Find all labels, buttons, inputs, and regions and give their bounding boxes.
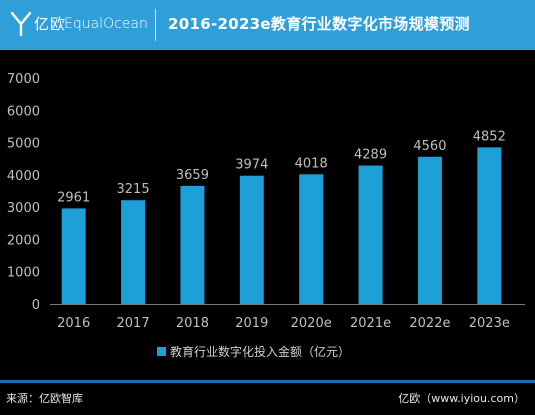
page-title: 2016-2023e教育行业数字化市场规模预测 bbox=[168, 15, 470, 33]
bar bbox=[417, 156, 442, 304]
legend-swatch bbox=[157, 347, 166, 356]
footer-site: 亿欧（www.iyiou.com） bbox=[398, 392, 525, 405]
bar-value-label: 3659 bbox=[176, 168, 209, 183]
y-axis-ticks: 0 1000 2000 3000 4000 5000 6000 7000 bbox=[7, 72, 40, 313]
header-bar: 亿欧 EqualOcean 2016-2023e教育行业数字化市场规模预测 bbox=[0, 0, 535, 50]
x-tick-label: 2023e bbox=[469, 316, 510, 331]
bar bbox=[299, 174, 324, 304]
legend-label: 教育行业数字化投入金额（亿元） bbox=[170, 344, 350, 359]
x-tick-label: 2021e bbox=[350, 316, 391, 331]
y-tick-label: 6000 bbox=[7, 104, 40, 119]
x-tick-label: 2022e bbox=[409, 316, 450, 331]
bar bbox=[121, 200, 146, 304]
x-tick-label: 2016 bbox=[57, 316, 90, 331]
y-tick-label: 4000 bbox=[7, 169, 40, 184]
footer-divider bbox=[0, 380, 535, 383]
bar-value-label: 3215 bbox=[117, 182, 150, 197]
y-tick-label: 7000 bbox=[7, 72, 40, 87]
bar bbox=[180, 185, 205, 304]
y-tick-label: 1000 bbox=[7, 266, 40, 281]
bar-value-label: 3974 bbox=[235, 158, 268, 173]
x-tick-label: 2018 bbox=[176, 316, 209, 331]
bars-group: 2961 3215 3659 3974 4018 4289 4560 4852 bbox=[57, 129, 506, 304]
y-tick-label: 2000 bbox=[7, 233, 40, 248]
bar-value-label: 4560 bbox=[413, 139, 446, 154]
header-divider bbox=[155, 9, 156, 41]
bar-value-label: 2961 bbox=[57, 190, 90, 205]
bar-value-label: 4852 bbox=[473, 129, 506, 144]
bar bbox=[239, 175, 264, 304]
equalocean-logo-icon bbox=[10, 11, 32, 37]
y-tick-label: 3000 bbox=[7, 201, 40, 216]
bar-value-label: 4018 bbox=[295, 156, 328, 171]
legend: 教育行业数字化投入金额（亿元） bbox=[157, 344, 350, 359]
bar bbox=[358, 165, 383, 304]
x-tick-label: 2019 bbox=[235, 316, 268, 331]
x-tick-label: 2017 bbox=[117, 316, 150, 331]
y-tick-label: 0 bbox=[32, 298, 40, 313]
bar-chart: 0 1000 2000 3000 4000 5000 6000 7000 2961 3215 36… bbox=[7, 72, 525, 359]
bar-value-label: 4289 bbox=[354, 148, 387, 163]
bar bbox=[61, 208, 86, 304]
logo-text-en: EqualOcean bbox=[64, 16, 148, 32]
footer-source: 来源：亿欧智库 bbox=[6, 392, 83, 405]
x-tick-label: 2020e bbox=[291, 316, 332, 331]
y-tick-label: 5000 bbox=[7, 137, 40, 152]
bar bbox=[477, 147, 502, 304]
x-axis-ticks: 2016 2017 2018 2019 2020e 2021e 2022e 2023e bbox=[57, 316, 510, 331]
logo-text-cn: 亿欧 bbox=[34, 15, 67, 33]
